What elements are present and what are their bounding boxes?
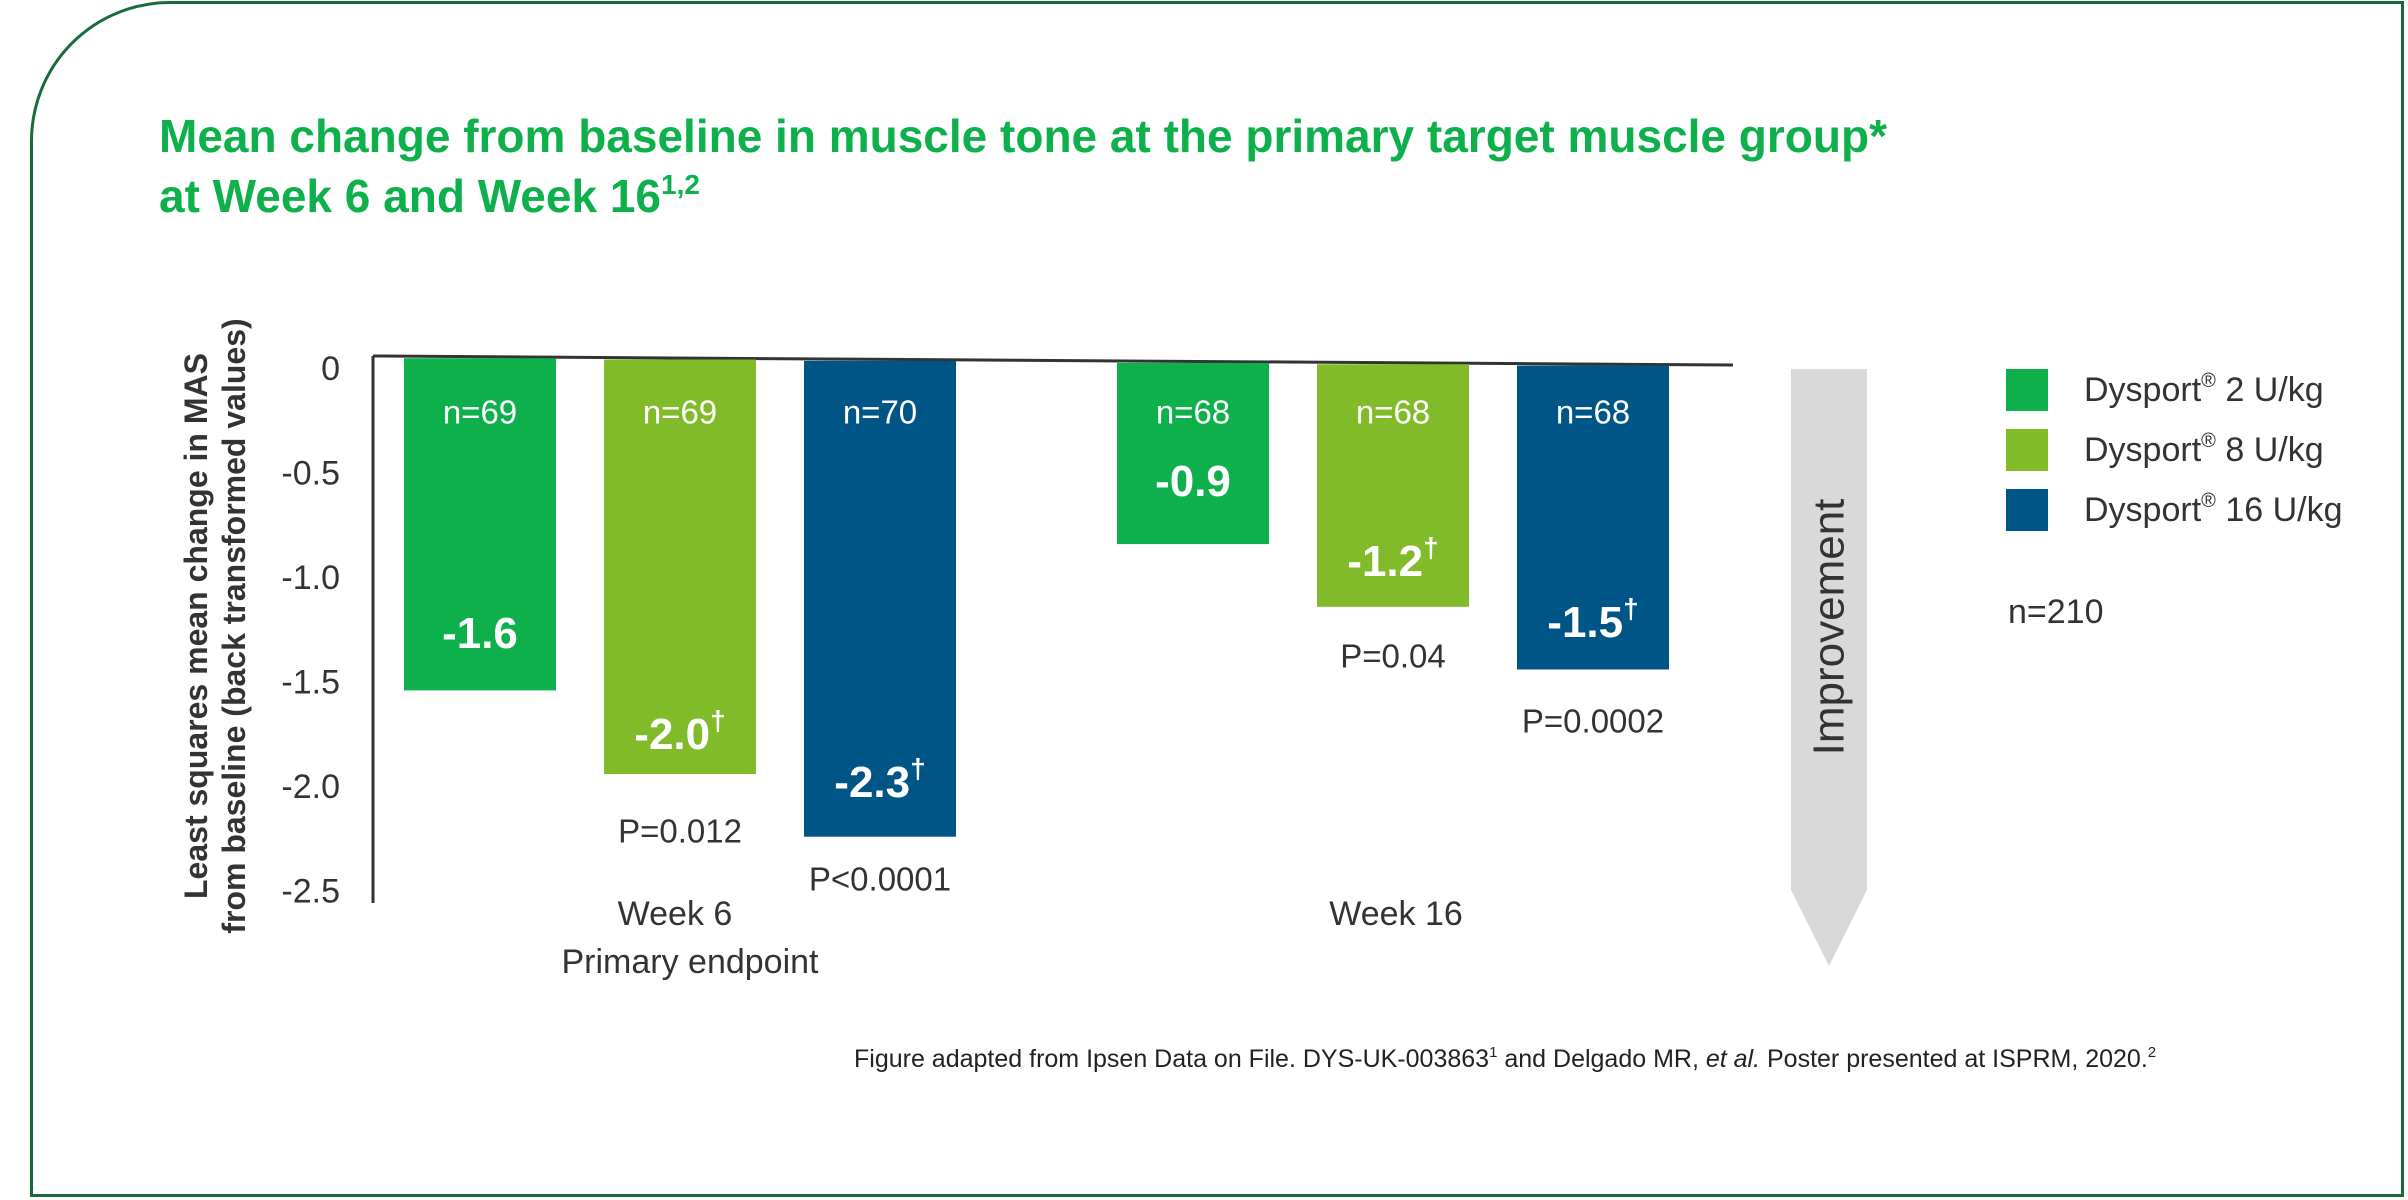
- y-tick-label: -1.5: [281, 664, 340, 702]
- improvement-arrow-shape: [1791, 369, 1867, 966]
- bar-value-label: -1.6: [442, 609, 518, 658]
- chart-title-line-2: at Week 6 and Week 161,2: [159, 169, 700, 222]
- legend-label: Dysport® 16 U/kg: [2084, 490, 2343, 529]
- chart-title-references: 1,2: [661, 169, 700, 200]
- bar-n-label: n=69: [643, 394, 717, 431]
- bar: [404, 358, 556, 691]
- bar: [1517, 365, 1669, 670]
- bar-n-label: n=68: [1556, 394, 1630, 431]
- legend-label: Dysport® 8 U/kg: [2084, 430, 2324, 469]
- chart-labels: n=69 -1.6 n=68 -0.9 n=69 -2.0† P=0.012 n=68 -1.2…: [442, 394, 1664, 982]
- p-value-label: P=0.0002: [1522, 703, 1664, 740]
- legend-swatch-2-ukg: [2006, 369, 2048, 411]
- x-category-label: Week 6: [618, 895, 733, 933]
- bar-value-label: -2.3†: [834, 753, 925, 807]
- p-value-label: P=0.012: [618, 813, 742, 850]
- legend-item-2-ukg: Dysport® 2 U/kg: [2006, 369, 2324, 411]
- improvement-arrow: Improvement: [1791, 369, 1867, 966]
- total-sample-size: n=210: [2008, 593, 2104, 631]
- legend-swatch-16-ukg: [2006, 489, 2048, 531]
- x-axis-baseline: [372, 354, 1734, 367]
- bar: [604, 359, 756, 774]
- y-tick-label: 0: [321, 350, 340, 388]
- bar-n-label: n=69: [443, 394, 517, 431]
- x-category-label: Week 16: [1329, 895, 1463, 933]
- bar-value-label: -1.5†: [1547, 593, 1638, 647]
- y-tick-label: -2.0: [281, 768, 340, 806]
- bar-value-label: -1.2†: [1347, 532, 1438, 586]
- legend-item-16-ukg: Dysport® 16 U/kg: [2006, 489, 2343, 531]
- y-tick-label: -1.0: [281, 559, 340, 597]
- legend-label: Dysport® 2 U/kg: [2084, 370, 2324, 409]
- p-value-label: P<0.0001: [809, 861, 951, 898]
- bar-value-label: -0.9: [1155, 457, 1231, 506]
- y-tick-label: -0.5: [281, 455, 340, 493]
- p-value-label: P=0.04: [1340, 638, 1446, 675]
- improvement-label: Improvement: [1805, 499, 1854, 756]
- y-tick-label: -2.5: [281, 873, 340, 911]
- bar: [804, 360, 956, 837]
- card-border: [30, 1, 2404, 1197]
- bar: [1317, 364, 1469, 607]
- chart-bars: [404, 358, 1669, 837]
- bar-n-label: n=68: [1156, 394, 1230, 431]
- legend-swatch-8-ukg: [2006, 429, 2048, 471]
- bar: [1117, 362, 1269, 545]
- bar-n-label: n=70: [843, 394, 917, 431]
- source-footnote: Figure adapted from Ipsen Data on File. …: [854, 1044, 2157, 1073]
- bar-value-label: -2.0†: [634, 705, 725, 759]
- chart-axes: 0 -0.5 -1.0 -1.5 -2.0 -2.5: [281, 350, 1734, 911]
- chart-title-line-2-text: at Week 6 and Week 16: [159, 170, 662, 222]
- x-category-sublabel: Primary endpoint: [561, 943, 819, 981]
- legend-item-8-ukg: Dysport® 8 U/kg: [2006, 429, 2324, 471]
- bar-n-label: n=68: [1356, 394, 1430, 431]
- chart-title-line-1: Mean change from baseline in muscle tone…: [159, 110, 1887, 162]
